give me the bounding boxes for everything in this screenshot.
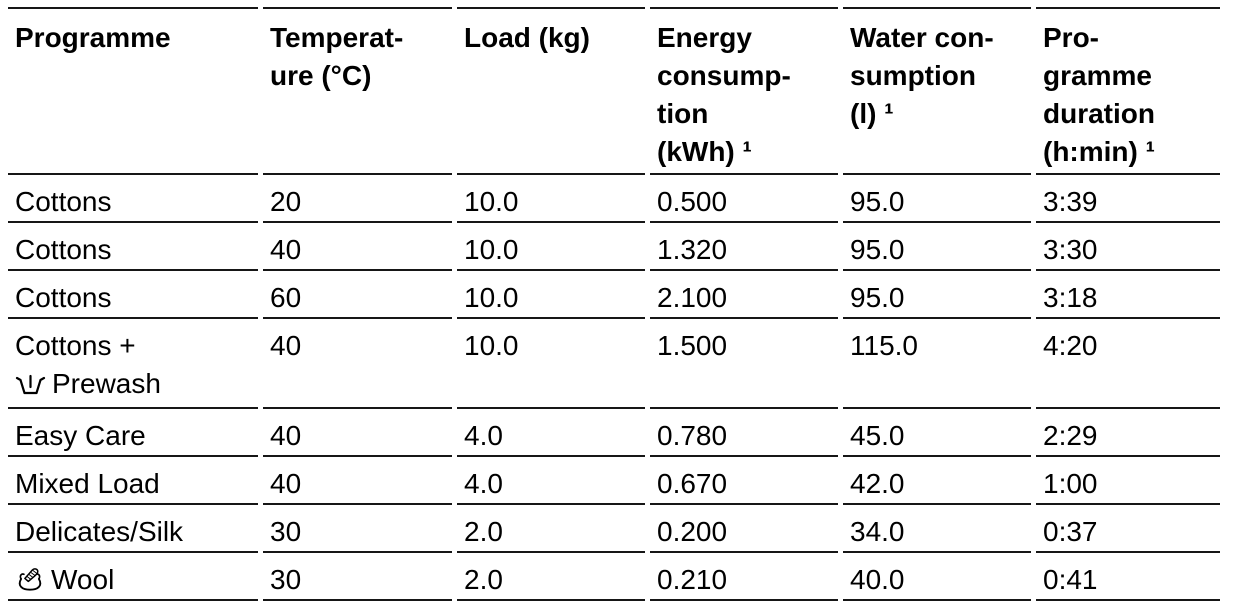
cell-energy: 0.210	[650, 553, 838, 601]
cell-duration: 3:18	[1036, 271, 1220, 319]
cell-duration: 0:37	[1036, 505, 1220, 553]
programme-label-line2: Prewash	[52, 368, 161, 399]
cell-load: 10.0	[457, 271, 645, 319]
cell-programme: Cottons	[8, 223, 258, 271]
header-water-consumption: Water con- sumption (l) ¹	[843, 7, 1031, 175]
cell-energy: 2.100	[650, 271, 838, 319]
table-row: Cottons 20 10.0 0.500 95.0 3:39	[8, 175, 1220, 223]
programme-label: Cottons	[15, 282, 112, 313]
cell-water: 34.0	[843, 505, 1031, 553]
cell-water: 40.0	[843, 553, 1031, 601]
cell-temperature: 40	[263, 457, 452, 505]
cell-duration: 3:39	[1036, 175, 1220, 223]
table-row: Cottons + Prewash 40 10.0 1.500 115.0 4:…	[8, 319, 1220, 409]
header-temperature: Temperat- ure (°C)	[263, 7, 452, 175]
table-row: Cottons 40 10.0 1.320 95.0 3:30	[8, 223, 1220, 271]
table-row: Cottons 60 10.0 2.100 95.0 3:18	[8, 271, 1220, 319]
table-row: Mixed Load 40 4.0 0.670 42.0 1:00	[8, 457, 1220, 505]
header-programme: Programme	[8, 7, 258, 175]
cell-load: 4.0	[457, 457, 645, 505]
cell-programme: Easy Care	[8, 409, 258, 457]
cell-water: 115.0	[843, 319, 1031, 409]
programme-label: Wool	[51, 564, 115, 595]
cell-duration: 0:41	[1036, 553, 1220, 601]
programme-label: Cottons +	[15, 330, 136, 361]
cell-duration: 3:30	[1036, 223, 1220, 271]
programme-label: Cottons	[15, 234, 112, 265]
cell-load: 10.0	[457, 223, 645, 271]
cell-load: 2.0	[457, 505, 645, 553]
header-programme-duration: Pro- gramme duration (h:min) ¹	[1036, 7, 1220, 175]
cell-energy: 0.670	[650, 457, 838, 505]
cell-load: 2.0	[457, 553, 645, 601]
header-load: Load (kg)	[457, 7, 645, 175]
cell-temperature: 60	[263, 271, 452, 319]
header-energy-consumption: Energy consump- tion (kWh) ¹	[650, 7, 838, 175]
cell-water: 45.0	[843, 409, 1031, 457]
table-row: Wool 30 2.0 0.210 40.0 0:41	[8, 553, 1220, 601]
cell-temperature: 20	[263, 175, 452, 223]
cell-programme: Mixed Load	[8, 457, 258, 505]
cell-water: 95.0	[843, 175, 1031, 223]
cell-temperature: 30	[263, 553, 452, 601]
programme-consumption-table: Programme Temperat- ure (°C) Load (kg) E…	[3, 7, 1225, 601]
cell-duration: 4:20	[1036, 319, 1220, 409]
header-row: Programme Temperat- ure (°C) Load (kg) E…	[8, 7, 1220, 175]
cell-energy: 0.200	[650, 505, 838, 553]
cell-programme: Delicates/Silk	[8, 505, 258, 553]
cell-programme: Cottons	[8, 271, 258, 319]
prewash-tub-icon	[15, 374, 46, 395]
cell-duration: 1:00	[1036, 457, 1220, 505]
handwash-tub-icon	[18, 568, 42, 591]
cell-temperature: 40	[263, 223, 452, 271]
cell-load: 10.0	[457, 319, 645, 409]
cell-water: 95.0	[843, 271, 1031, 319]
programme-label: Mixed Load	[15, 468, 160, 499]
cell-temperature: 40	[263, 409, 452, 457]
cell-energy: 0.780	[650, 409, 838, 457]
cell-energy: 1.320	[650, 223, 838, 271]
table-row: Delicates/Silk 30 2.0 0.200 34.0 0:37	[8, 505, 1220, 553]
cell-load: 4.0	[457, 409, 645, 457]
cell-water: 42.0	[843, 457, 1031, 505]
table-row: Easy Care 40 4.0 0.780 45.0 2:29	[8, 409, 1220, 457]
cell-water: 95.0	[843, 223, 1031, 271]
programme-label: Easy Care	[15, 420, 146, 451]
cell-load: 10.0	[457, 175, 645, 223]
programme-label: Cottons	[15, 186, 112, 217]
cell-temperature: 40	[263, 319, 452, 409]
cell-programme: Cottons	[8, 175, 258, 223]
cell-energy: 1.500	[650, 319, 838, 409]
programme-label: Delicates/Silk	[15, 516, 184, 547]
cell-programme: Wool	[8, 553, 258, 601]
cell-programme: Cottons + Prewash	[8, 319, 258, 409]
cell-energy: 0.500	[650, 175, 838, 223]
cell-duration: 2:29	[1036, 409, 1220, 457]
cell-temperature: 30	[263, 505, 452, 553]
